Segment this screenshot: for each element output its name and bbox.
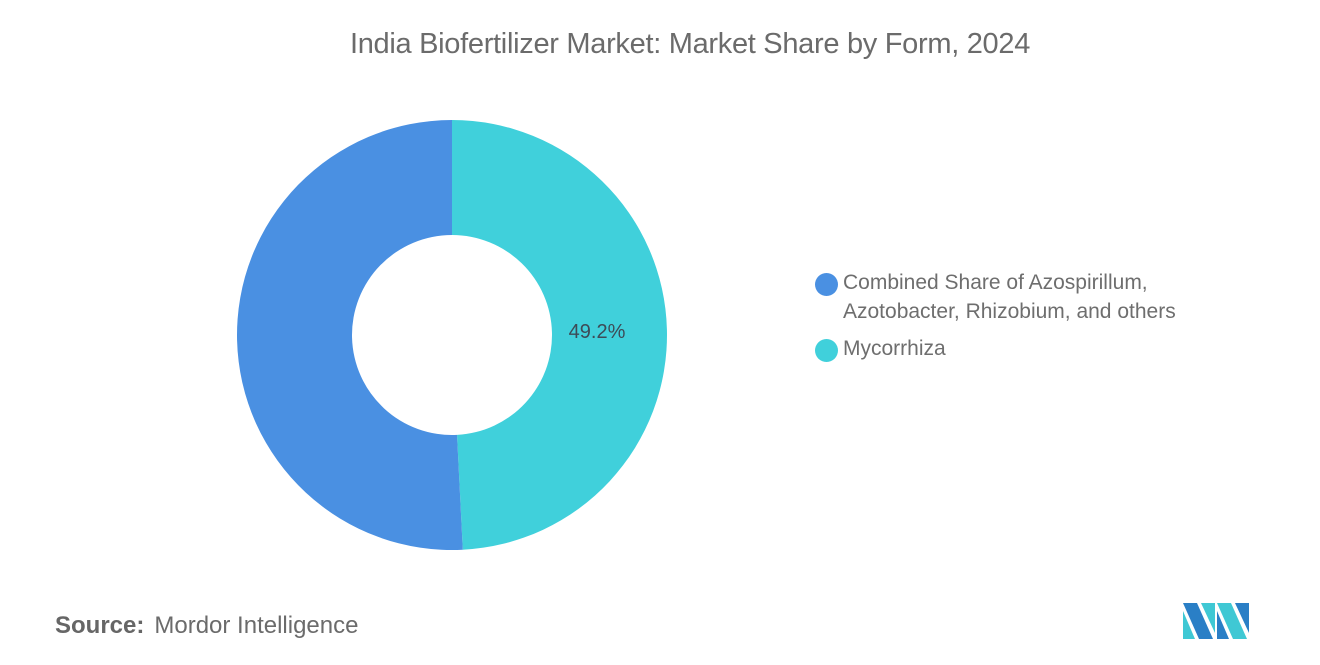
legend-item-combined[interactable]: Combined Share of Azospirillum, Azotobac… bbox=[815, 268, 1176, 326]
legend-label: Combined Share of Azospirillum, Azotobac… bbox=[843, 271, 1176, 323]
source-key: Source: bbox=[55, 612, 145, 639]
legend-dot-icon bbox=[815, 339, 838, 362]
data-label-mycorrhiza: 49.2% bbox=[569, 321, 626, 343]
source-value: Mordor Intelligence bbox=[154, 612, 359, 639]
legend-item-mycorrhiza[interactable]: Mycorrhiza bbox=[815, 334, 1176, 363]
slice-combined-share[interactable] bbox=[236, 120, 463, 551]
slice-mycorrhiza[interactable] bbox=[452, 120, 667, 550]
legend-label: Mycorrhiza bbox=[843, 337, 946, 360]
legend-dot-icon bbox=[815, 273, 838, 296]
mordor-intelligence-logo-icon bbox=[1183, 603, 1249, 639]
source-note: Source: Mordor Intelligence bbox=[55, 612, 358, 640]
chart-title: India Biofertilizer Market: Market Share… bbox=[349, 28, 1031, 60]
legend: Combined Share of Azospirillum, Azotobac… bbox=[815, 268, 1176, 371]
